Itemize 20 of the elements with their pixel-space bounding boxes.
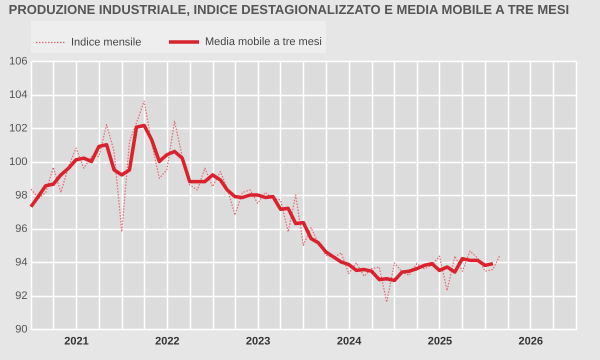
y-tick-label: 98	[15, 190, 28, 202]
y-tick-label: 104	[9, 89, 28, 101]
legend-label: Media mobile a tre mesi	[205, 36, 322, 48]
x-tick-label: 2024	[336, 336, 362, 348]
x-tick-label: 2023	[246, 336, 270, 348]
x-tick-label: 2022	[155, 336, 180, 348]
y-tick-label: 96	[15, 223, 28, 235]
y-tick-label: 106	[9, 56, 28, 68]
y-tick-label: 94	[15, 256, 28, 268]
line-series	[29, 124, 495, 282]
y-tick-label: 100	[9, 156, 28, 168]
x-tick-label: 2025	[428, 336, 452, 348]
chart-title: PRODUZIONE INDUSTRIALE, INDICE DESTAGIONALIZZATO E MEDIA MOBILE A TRE MESI	[8, 2, 570, 17]
legend-label: Indice mensile	[71, 36, 142, 48]
line-series	[30, 100, 500, 303]
y-tick-label: 92	[15, 290, 28, 302]
x-tick-label: 2026	[518, 336, 543, 348]
x-tick-label: 2021	[64, 336, 89, 348]
y-tick-label: 102	[9, 122, 28, 134]
y-tick-label: 90	[15, 324, 28, 336]
